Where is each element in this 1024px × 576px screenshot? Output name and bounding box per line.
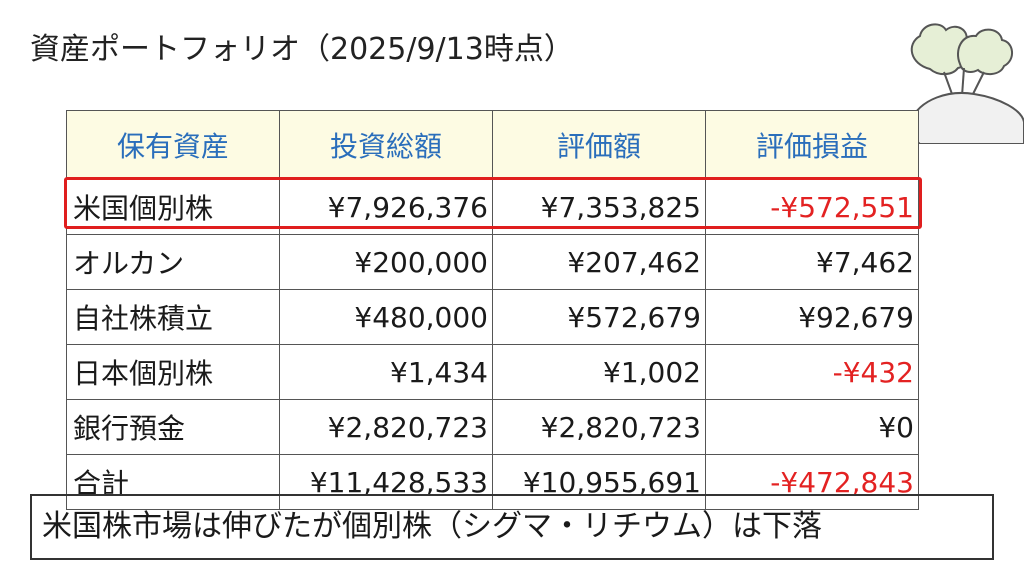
asset-name: 合計 — [66, 454, 280, 510]
table-header-row: 保有資産 投資総額 評価額 評価損益 — [66, 110, 919, 180]
turnip-icon — [908, 23, 1024, 144]
investment-amount: ¥1,434 — [279, 344, 493, 400]
gain-loss: -¥432 — [705, 344, 919, 400]
asset-name: オルカン — [66, 234, 280, 290]
table-row: オルカン ¥200,000 ¥207,462 ¥7,462 — [66, 234, 919, 290]
gain-loss: ¥92,679 — [705, 289, 919, 345]
table-row: 銀行預金 ¥2,820,723 ¥2,820,723 ¥0 — [66, 399, 919, 455]
table-row-total: 合計 ¥11,428,533 ¥10,955,691 -¥472,843 — [66, 454, 919, 510]
valuation-amount: ¥572,679 — [492, 289, 706, 345]
asset-name: 自社株積立 — [66, 289, 280, 345]
valuation-amount: ¥207,462 — [492, 234, 706, 290]
investment-amount: ¥480,000 — [279, 289, 493, 345]
header-value: 評価額 — [492, 110, 706, 180]
asset-name: 日本個別株 — [66, 344, 280, 400]
investment-amount: ¥11,428,533 — [279, 454, 493, 510]
page-title: 資産ポートフォリオ（2025/9/13時点） — [30, 32, 574, 67]
header-asset: 保有資産 — [66, 110, 280, 180]
table-row: 米国個別株 ¥7,926,376 ¥7,353,825 -¥572,551 — [66, 179, 919, 235]
gain-loss: -¥472,843 — [705, 454, 919, 510]
table-row: 自社株積立 ¥480,000 ¥572,679 ¥92,679 — [66, 289, 919, 345]
header-gain: 評価損益 — [705, 110, 919, 180]
gain-loss: ¥0 — [705, 399, 919, 455]
gain-loss: -¥572,551 — [705, 179, 919, 235]
gain-loss: ¥7,462 — [705, 234, 919, 290]
investment-amount: ¥7,926,376 — [279, 179, 493, 235]
asset-name: 米国個別株 — [66, 179, 280, 235]
table-row: 日本個別株 ¥1,434 ¥1,002 -¥432 — [66, 344, 919, 400]
investment-amount: ¥2,820,723 — [279, 399, 493, 455]
valuation-amount: ¥2,820,723 — [492, 399, 706, 455]
header-investment: 投資総額 — [279, 110, 493, 180]
portfolio-table: 保有資産 投資総額 評価額 評価損益 米国個別株 ¥7,926,376 ¥7,3… — [66, 110, 919, 510]
asset-name: 銀行預金 — [66, 399, 280, 455]
valuation-amount: ¥10,955,691 — [492, 454, 706, 510]
investment-amount: ¥200,000 — [279, 234, 493, 290]
valuation-amount: ¥7,353,825 — [492, 179, 706, 235]
valuation-amount: ¥1,002 — [492, 344, 706, 400]
summary-note: 米国株市場は伸びたが個別株（シグマ・リチウム）は下落 — [30, 494, 994, 560]
